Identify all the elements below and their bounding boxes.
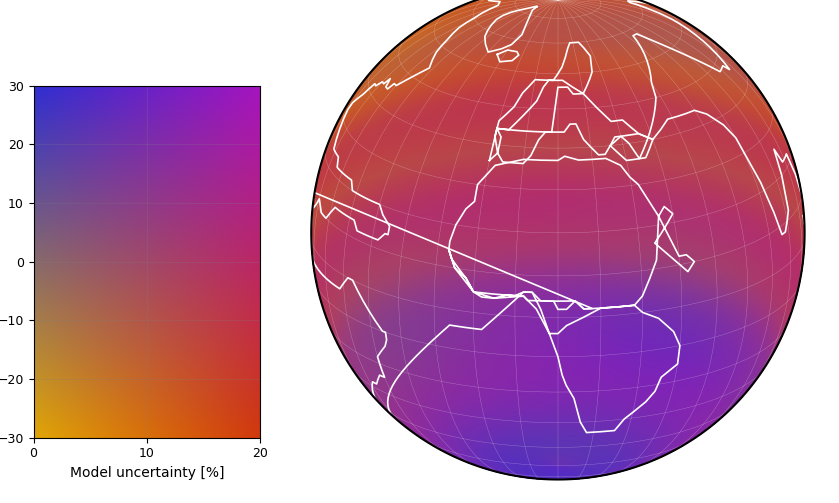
X-axis label: Model uncertainty [%]: Model uncertainty [%] — [70, 466, 224, 480]
